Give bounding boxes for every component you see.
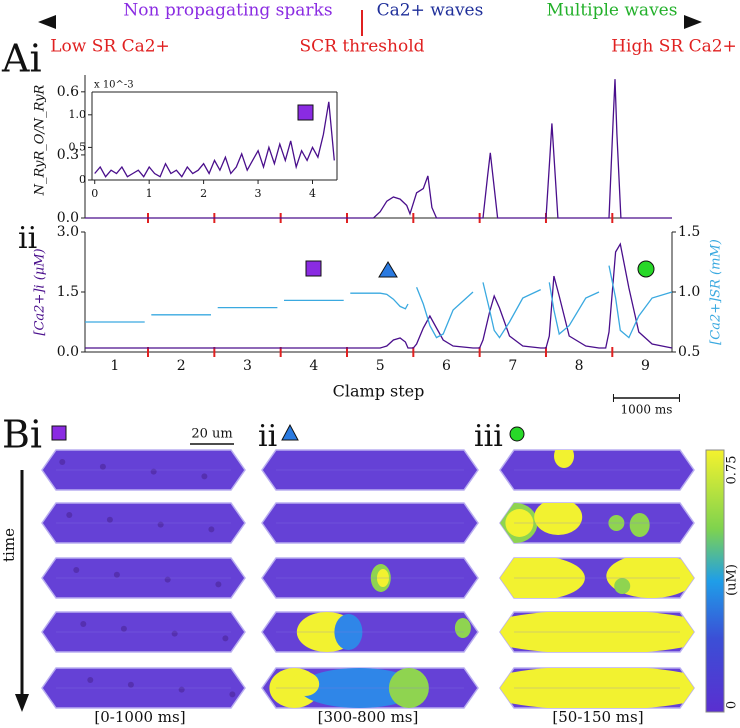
colorbar — [705, 449, 725, 713]
spark-dot — [87, 677, 94, 683]
colorbar-label: (uM) — [725, 564, 740, 596]
y-tick-label: 0.0 — [57, 344, 79, 360]
spark-dot — [171, 630, 178, 637]
x-axis-label: Clamp step — [333, 382, 425, 401]
spark-dot — [222, 635, 229, 642]
panel-label: iii — [474, 419, 503, 454]
x-tick-label: 3 — [255, 187, 262, 200]
x-tick-label: 9 — [641, 358, 650, 374]
spark-dot — [66, 512, 73, 518]
time-scale-label: 1000 ms — [621, 403, 673, 417]
marker-label: Low SR Ca2+ — [50, 37, 170, 57]
phase-label: Multiple waves — [547, 1, 678, 21]
y-tick-label: 0.3 — [57, 147, 79, 163]
spark-dot — [113, 571, 120, 578]
x-tick-label: 3 — [243, 358, 252, 374]
x-tick-label: 1 — [146, 187, 153, 200]
calcium-blob — [291, 672, 320, 696]
offset-label: x 10^-3 — [94, 80, 134, 91]
arrow-head — [15, 694, 29, 712]
y-axis-label: N_RyR_O/N_RyR — [33, 84, 48, 196]
x-tick-label: 8 — [575, 358, 584, 374]
y2-axis-label: [Ca2+]SR (mM) — [709, 239, 724, 345]
data-line — [94, 101, 335, 178]
circle-marker — [509, 426, 525, 442]
spark-dot — [178, 686, 185, 693]
window-label: [300-800 ms] — [318, 708, 419, 726]
triangle-marker — [281, 423, 299, 441]
cell-images — [41, 449, 695, 709]
colorbar-tick-label: 0 — [725, 701, 740, 709]
calcium-blob — [534, 503, 583, 535]
arrow-head — [684, 15, 702, 29]
y-tick-label: 0.5 — [69, 140, 87, 153]
window-label: [50-150 ms] — [552, 708, 643, 726]
y2-tick-label: 1.0 — [678, 284, 700, 300]
marker-label: High SR Ca2+ — [611, 37, 737, 57]
spark-dot — [164, 576, 171, 583]
phase-label: Ca2+ waves — [377, 1, 484, 21]
calcium-blob — [629, 513, 650, 537]
colorbar-tick-label: 0.75 — [725, 456, 740, 485]
x-tick-label: 1 — [110, 358, 119, 374]
y-tick-label: 0 — [79, 173, 86, 186]
x-tick-label: 4 — [309, 187, 316, 200]
y-tick-label: 3.0 — [57, 224, 79, 240]
y-tick-label: 0.0 — [57, 210, 79, 226]
panel-label: ii — [18, 221, 37, 256]
calcium-blob — [614, 578, 631, 594]
x-tick-label: 6 — [442, 358, 451, 374]
calcium-blob — [554, 450, 575, 468]
window-label: [0-1000 ms] — [94, 708, 185, 726]
cell-content — [80, 621, 229, 642]
y2-tick-label: 0.5 — [678, 344, 700, 360]
y-tick-label: 1.5 — [57, 284, 79, 300]
circle-marker — [637, 260, 655, 278]
time-label: time — [0, 528, 18, 562]
spark-dot — [150, 468, 157, 475]
square-marker — [51, 425, 67, 441]
spark-dot — [157, 521, 164, 528]
square-marker — [305, 260, 322, 277]
x-tick-label: 2 — [177, 358, 186, 374]
spark-dot — [106, 516, 113, 523]
spark-dot — [73, 567, 80, 573]
arrow-head — [38, 15, 56, 29]
spark-dot — [99, 463, 106, 470]
x-tick-label: 0 — [91, 187, 98, 200]
y-tick-label: 1.0 — [69, 108, 87, 121]
spark-dot — [80, 621, 87, 627]
data-line — [85, 79, 672, 219]
cell-content — [554, 450, 575, 468]
panel-label: ii — [258, 419, 277, 454]
x-tick-label: 4 — [309, 358, 318, 374]
marker-label: SCR threshold — [299, 37, 424, 57]
x-tick-label: 7 — [508, 358, 517, 374]
spark-dot — [215, 581, 222, 588]
x-tick-label: 5 — [376, 358, 385, 374]
panel-label: Bi — [2, 413, 42, 457]
spark-dot — [120, 625, 127, 632]
y-tick-label: 0.6 — [57, 84, 79, 100]
spark-dot — [208, 526, 215, 533]
scale-bar-label: 20 um — [191, 427, 232, 442]
spark-dot — [229, 691, 236, 698]
square-marker — [297, 104, 314, 121]
spark-dot — [201, 473, 208, 480]
data-line — [85, 265, 673, 339]
spark-dot — [127, 681, 134, 688]
x-tick-label: 2 — [200, 187, 207, 200]
calcium-blob — [454, 618, 471, 638]
phase-label: Non propagating sparks — [123, 1, 332, 21]
triangle-marker — [378, 261, 398, 278]
y2-tick-label: 1.5 — [678, 224, 700, 240]
spark-dot — [59, 459, 66, 465]
panel-label: Ai — [1, 37, 42, 81]
y-axis-label: [Ca2+]i (μM) — [33, 248, 48, 335]
data-line — [85, 242, 673, 349]
